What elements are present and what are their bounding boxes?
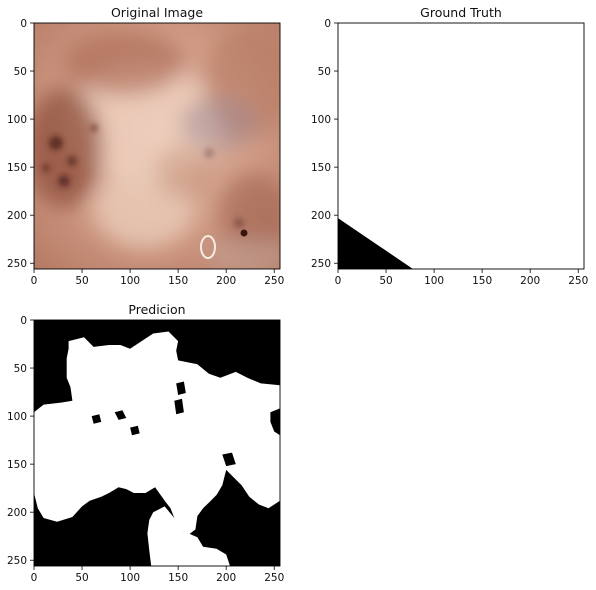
predicted-hole (174, 398, 184, 415)
y-tick-label: 150 (7, 459, 27, 471)
x-tick-label: 150 (168, 572, 188, 584)
x-tick-label: 100 (424, 275, 444, 287)
pigment-spots (42, 124, 244, 228)
predicted-hole (130, 425, 140, 436)
x-tick-label: 50 (379, 275, 392, 287)
y-tick-label: 150 (7, 162, 27, 174)
original-image-axes: 0 50 100 150 200 250 0 50 100 150 200 250 (7, 18, 284, 287)
x-axis: 0 50 100 150 200 250 (31, 269, 284, 287)
x-tick-label: 200 (216, 275, 236, 287)
x-tick-label: 0 (31, 572, 38, 584)
predicted-lesion-region (34, 331, 280, 536)
y-tick-label: 200 (311, 210, 331, 222)
y-tick-label: 250 (311, 258, 331, 270)
y-tick-label: 50 (14, 363, 27, 375)
x-tick-label: 50 (75, 572, 88, 584)
y-tick-label: 250 (7, 258, 27, 270)
y-tick-label: 50 (318, 66, 331, 78)
y-tick-label: 0 (20, 18, 27, 30)
ground-truth-axes: 0 50 100 150 200 250 0 50 100 150 200 250 (311, 18, 588, 287)
y-axis: 0 50 100 150 200 250 (7, 18, 34, 270)
bubble-artifact (200, 235, 216, 259)
x-tick-label: 200 (216, 572, 236, 584)
x-tick-label: 100 (120, 572, 140, 584)
y-tick-label: 100 (7, 411, 27, 423)
x-tick-label: 250 (264, 572, 284, 584)
x-axis: 0 50 100 150 200 250 (335, 269, 588, 287)
y-tick-label: 150 (311, 162, 331, 174)
x-tick-label: 250 (264, 275, 284, 287)
original-image (34, 23, 280, 269)
panel-title-prediction: Predicion (128, 302, 185, 317)
y-axis: 0 50 100 150 200 250 (311, 18, 338, 270)
mask-background-region (338, 218, 413, 269)
x-tick-label: 150 (472, 275, 492, 287)
y-tick-label: 50 (14, 66, 27, 78)
predicted-lesion-region (147, 506, 230, 566)
x-tick-label: 200 (520, 275, 540, 287)
x-tick-label: 250 (568, 275, 588, 287)
predicted-hole (114, 410, 127, 420)
predicted-hole (91, 414, 102, 424)
y-tick-label: 200 (7, 507, 27, 519)
dark-dot (240, 229, 248, 237)
y-tick-label: 250 (7, 555, 27, 567)
x-tick-label: 100 (120, 275, 140, 287)
y-tick-label: 0 (324, 18, 331, 30)
predicted-hole (222, 452, 236, 467)
x-tick-label: 0 (335, 275, 342, 287)
y-axis: 0 50 100 150 200 250 (7, 315, 34, 567)
panel-title-original: Original Image (111, 5, 203, 20)
y-tick-label: 200 (7, 210, 27, 222)
x-tick-label: 0 (31, 275, 38, 287)
skin-texture (34, 28, 280, 269)
ground-truth-mask (338, 23, 584, 269)
prediction-axes: 0 50 100 150 200 250 0 50 100 150 200 250 (7, 315, 284, 584)
x-tick-label: 50 (75, 275, 88, 287)
panel-title-ground-truth: Ground Truth (420, 5, 502, 20)
y-tick-label: 0 (20, 315, 27, 327)
x-axis: 0 50 100 150 200 250 (31, 566, 284, 584)
prediction-mask (34, 320, 280, 566)
predicted-hole (176, 381, 186, 395)
y-tick-label: 100 (311, 114, 331, 126)
x-tick-label: 150 (168, 275, 188, 287)
y-tick-label: 100 (7, 114, 27, 126)
